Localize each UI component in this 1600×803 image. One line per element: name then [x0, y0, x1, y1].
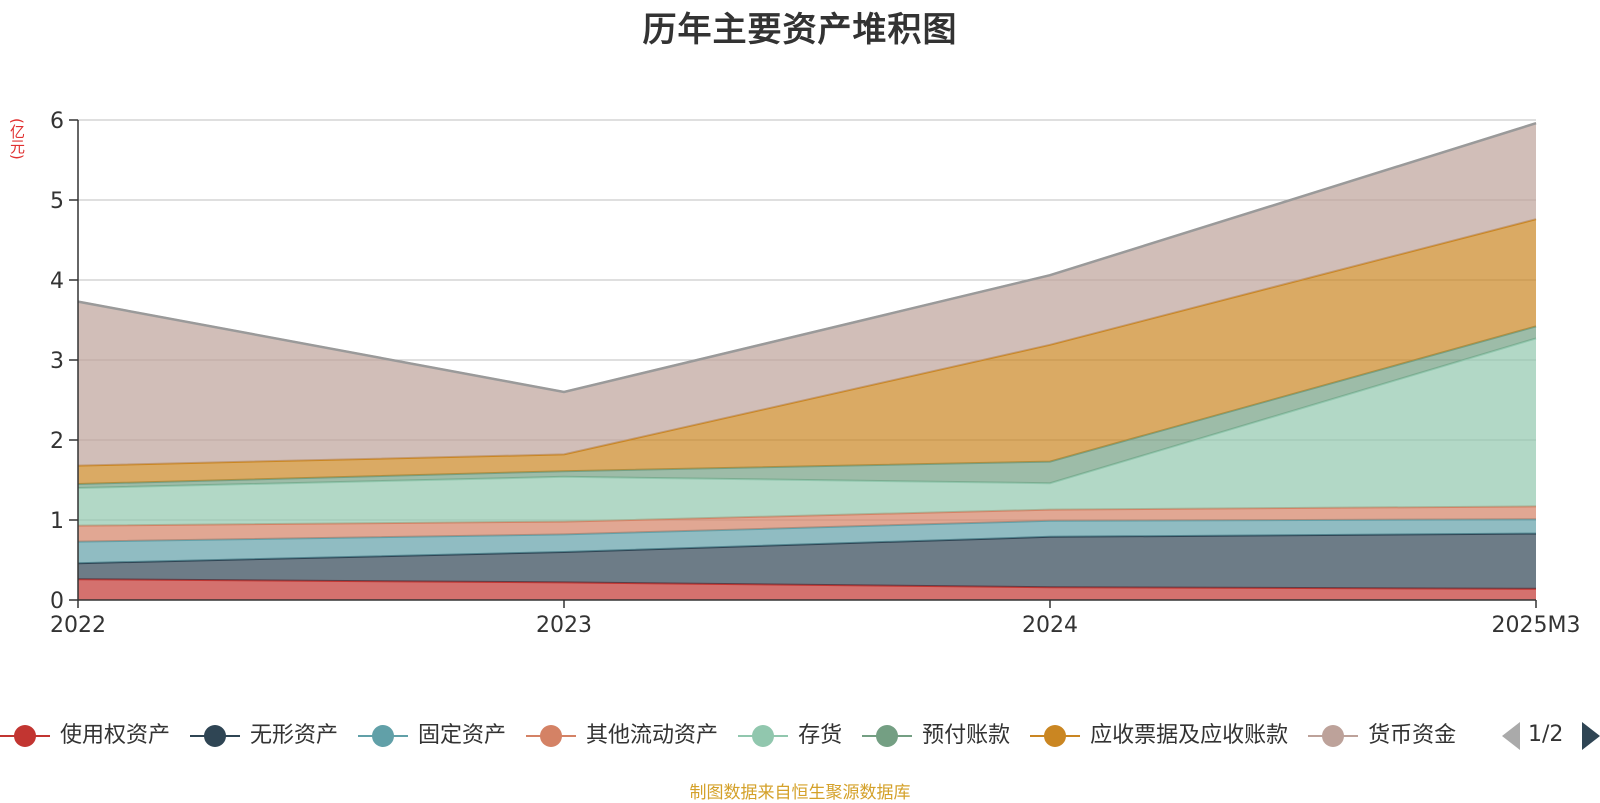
legend-symbol-icon — [190, 724, 241, 748]
legend-label: 固定资产 — [418, 722, 507, 748]
legend-label: 其他流动资产 — [586, 722, 719, 748]
chart-plot-area: 0 1 2 3 4 5 6 2022 2023 2024 2025M3 — [50, 109, 1580, 638]
legend-prev-page-icon[interactable] — [1502, 722, 1520, 750]
legend-label: 应收票据及应收账款 — [1090, 722, 1289, 748]
chart-title: 历年主要资产堆积图 — [642, 10, 958, 50]
y-axis-unit-label: (亿元) — [8, 118, 26, 160]
legend-symbol-icon — [526, 724, 577, 748]
legend-pager: 1/2 — [1500, 718, 1600, 752]
y-tick-label: 2 — [50, 429, 64, 454]
y-tick-label: 5 — [50, 189, 64, 214]
area-series — [78, 579, 1536, 600]
legend-item[interactable]: 存货 — [738, 718, 842, 752]
legend-item[interactable]: 预付账款 — [862, 718, 1010, 752]
y-tick-label: 3 — [50, 349, 64, 374]
legend-label: 无形资产 — [250, 722, 339, 748]
stacked-areas — [77, 122, 1537, 600]
legend-symbol-icon — [738, 724, 789, 748]
legend-symbol-icon — [1030, 724, 1081, 748]
x-tick-label: 2022 — [50, 613, 106, 638]
area-series — [78, 123, 1536, 466]
x-tick-label: 2025M3 — [1492, 613, 1581, 638]
legend-next-page-icon[interactable] — [1582, 722, 1600, 750]
legend-symbol-icon — [358, 724, 409, 748]
legend-symbol-icon — [862, 724, 913, 748]
y-tick-label: 6 — [50, 109, 64, 134]
legend-symbol-icon — [1308, 724, 1359, 748]
y-tick-label: 1 — [50, 509, 64, 534]
area-series — [78, 219, 1536, 484]
legend-page-indicator: 1/2 — [1528, 722, 1564, 747]
legend-items: 使用权资产 无形资产 固定资产 其他流动资产 存货 预付账款 应收票据及应收账款 货币资金 — [0, 718, 1482, 752]
axes: 0 1 2 3 4 5 6 2022 2023 2024 2025M3 — [50, 109, 1580, 638]
legend-symbol-icon — [0, 724, 50, 748]
area-series — [78, 533, 1536, 589]
legend: 使用权资产 无形资产 固定资产 其他流动资产 存货 预付账款 应收票据及应收账款 货币资金 1… — [0, 718, 1600, 752]
data-source-note: 制图数据来自恒生聚源数据库 — [689, 783, 911, 803]
legend-item[interactable]: 固定资产 — [358, 718, 506, 752]
y-tick-label: 0 — [50, 589, 64, 614]
legend-item[interactable]: 其他流动资产 — [526, 718, 718, 752]
x-tick-label: 2024 — [1022, 613, 1078, 638]
y-tick-label: 4 — [50, 269, 64, 294]
x-tick-label: 2023 — [536, 613, 592, 638]
legend-item[interactable]: 货币资金 — [1308, 718, 1456, 752]
legend-item[interactable]: 使用权资产 — [0, 718, 170, 752]
legend-label: 预付账款 — [922, 722, 1011, 748]
legend-item[interactable]: 应收票据及应收账款 — [1030, 718, 1288, 752]
legend-label: 使用权资产 — [60, 722, 171, 748]
area-series — [78, 506, 1536, 542]
legend-label: 存货 — [798, 722, 843, 748]
area-series — [78, 338, 1536, 526]
area-series — [78, 519, 1536, 564]
legend-label: 货币资金 — [1368, 722, 1457, 748]
total-outline — [77, 122, 1537, 394]
legend-item[interactable]: 无形资产 — [190, 718, 338, 752]
